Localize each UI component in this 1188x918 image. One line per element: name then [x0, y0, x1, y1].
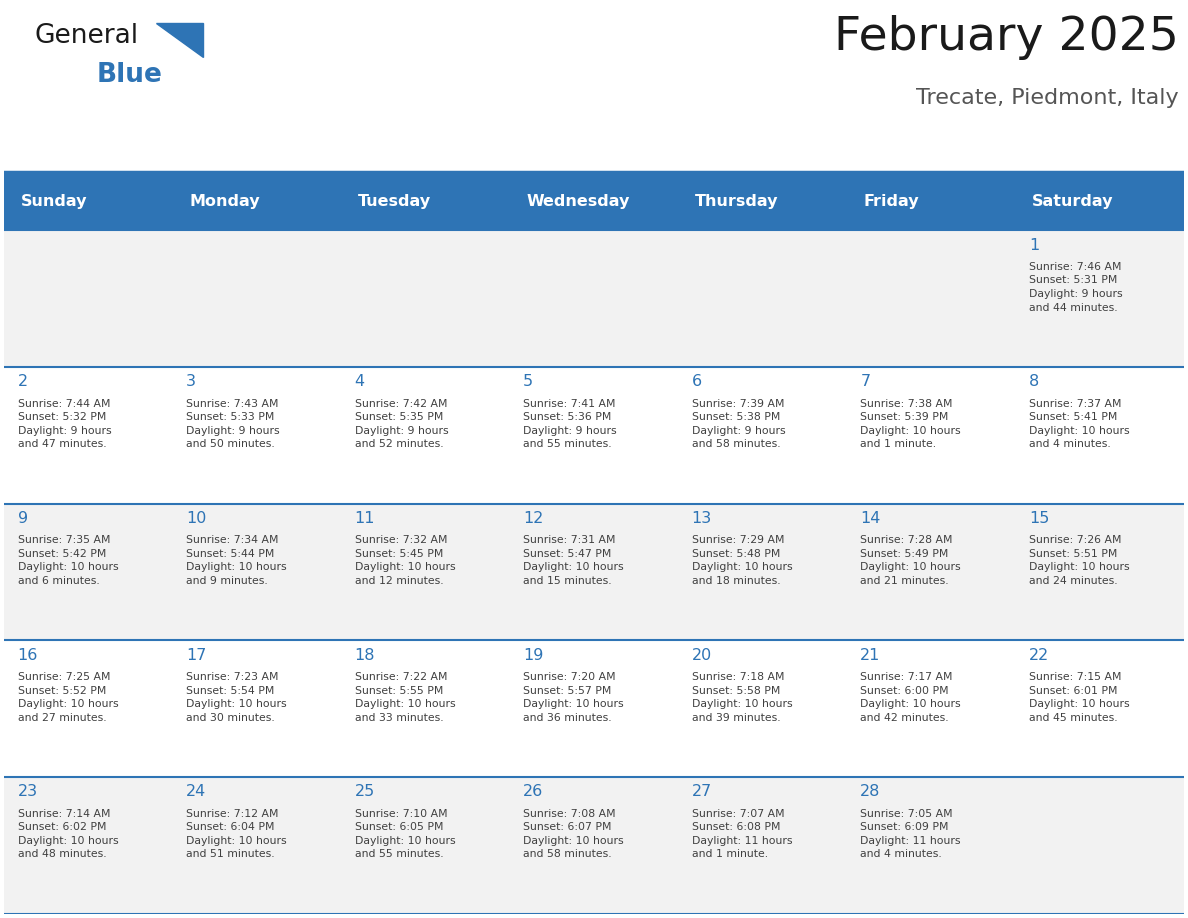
Text: 22: 22 [1029, 648, 1049, 663]
Text: 23: 23 [18, 785, 38, 800]
Text: 21: 21 [860, 648, 880, 663]
Bar [5, 230, 1183, 367]
Text: Sunrise: 7:23 AM
Sunset: 5:54 PM
Daylight: 10 hours
and 30 minutes.: Sunrise: 7:23 AM Sunset: 5:54 PM Dayligh… [187, 672, 286, 722]
Text: 16: 16 [18, 648, 38, 663]
Text: Sunrise: 7:20 AM
Sunset: 5:57 PM
Daylight: 10 hours
and 36 minutes.: Sunrise: 7:20 AM Sunset: 5:57 PM Dayligh… [523, 672, 624, 722]
Text: Sunrise: 7:22 AM
Sunset: 5:55 PM
Daylight: 10 hours
and 33 minutes.: Sunrise: 7:22 AM Sunset: 5:55 PM Dayligh… [355, 672, 455, 722]
Text: 28: 28 [860, 785, 880, 800]
Text: 24: 24 [187, 785, 207, 800]
Text: Sunrise: 7:05 AM
Sunset: 6:09 PM
Daylight: 11 hours
and 4 minutes.: Sunrise: 7:05 AM Sunset: 6:09 PM Dayligh… [860, 809, 961, 859]
Text: Sunrise: 7:38 AM
Sunset: 5:39 PM
Daylight: 10 hours
and 1 minute.: Sunrise: 7:38 AM Sunset: 5:39 PM Dayligh… [860, 398, 961, 449]
Text: 7: 7 [860, 375, 871, 389]
Text: Sunrise: 7:28 AM
Sunset: 5:49 PM
Daylight: 10 hours
and 21 minutes.: Sunrise: 7:28 AM Sunset: 5:49 PM Dayligh… [860, 535, 961, 586]
Bar [5, 173, 1183, 230]
Text: 6: 6 [691, 375, 702, 389]
Bar [5, 367, 1183, 504]
Text: Sunrise: 7:44 AM
Sunset: 5:32 PM
Daylight: 9 hours
and 47 minutes.: Sunrise: 7:44 AM Sunset: 5:32 PM Dayligh… [18, 398, 112, 449]
Text: 27: 27 [691, 785, 712, 800]
Text: Sunrise: 7:17 AM
Sunset: 6:00 PM
Daylight: 10 hours
and 42 minutes.: Sunrise: 7:17 AM Sunset: 6:00 PM Dayligh… [860, 672, 961, 722]
Text: 4: 4 [355, 375, 365, 389]
Text: 13: 13 [691, 511, 712, 526]
Text: Sunrise: 7:29 AM
Sunset: 5:48 PM
Daylight: 10 hours
and 18 minutes.: Sunrise: 7:29 AM Sunset: 5:48 PM Dayligh… [691, 535, 792, 586]
Text: 11: 11 [355, 511, 375, 526]
Text: Sunrise: 7:35 AM
Sunset: 5:42 PM
Daylight: 10 hours
and 6 minutes.: Sunrise: 7:35 AM Sunset: 5:42 PM Dayligh… [18, 535, 119, 586]
Text: Sunrise: 7:15 AM
Sunset: 6:01 PM
Daylight: 10 hours
and 45 minutes.: Sunrise: 7:15 AM Sunset: 6:01 PM Dayligh… [1029, 672, 1130, 722]
Text: Tuesday: Tuesday [358, 194, 431, 209]
Text: 25: 25 [355, 785, 375, 800]
Text: 26: 26 [523, 785, 543, 800]
Text: General: General [34, 23, 139, 49]
Text: 1: 1 [1029, 238, 1040, 252]
Text: Sunrise: 7:25 AM
Sunset: 5:52 PM
Daylight: 10 hours
and 27 minutes.: Sunrise: 7:25 AM Sunset: 5:52 PM Dayligh… [18, 672, 119, 722]
Text: 18: 18 [355, 648, 375, 663]
Text: Saturday: Saturday [1032, 194, 1113, 209]
Text: 8: 8 [1029, 375, 1040, 389]
Text: Sunrise: 7:14 AM
Sunset: 6:02 PM
Daylight: 10 hours
and 48 minutes.: Sunrise: 7:14 AM Sunset: 6:02 PM Dayligh… [18, 809, 119, 859]
Text: Thursday: Thursday [695, 194, 778, 209]
Text: 15: 15 [1029, 511, 1049, 526]
Bar [5, 778, 1183, 913]
Text: 2: 2 [18, 375, 27, 389]
Text: 20: 20 [691, 648, 712, 663]
Text: Sunrise: 7:41 AM
Sunset: 5:36 PM
Daylight: 9 hours
and 55 minutes.: Sunrise: 7:41 AM Sunset: 5:36 PM Dayligh… [523, 398, 617, 449]
Text: Blue: Blue [97, 62, 163, 88]
Text: 9: 9 [18, 511, 27, 526]
Text: 19: 19 [523, 648, 544, 663]
Text: Sunrise: 7:08 AM
Sunset: 6:07 PM
Daylight: 10 hours
and 58 minutes.: Sunrise: 7:08 AM Sunset: 6:07 PM Dayligh… [523, 809, 624, 859]
Text: Monday: Monday [190, 194, 260, 209]
Text: 3: 3 [187, 375, 196, 389]
Text: 17: 17 [187, 648, 207, 663]
Text: Sunrise: 7:34 AM
Sunset: 5:44 PM
Daylight: 10 hours
and 9 minutes.: Sunrise: 7:34 AM Sunset: 5:44 PM Dayligh… [187, 535, 286, 586]
Text: Sunrise: 7:37 AM
Sunset: 5:41 PM
Daylight: 10 hours
and 4 minutes.: Sunrise: 7:37 AM Sunset: 5:41 PM Dayligh… [1029, 398, 1130, 449]
Text: Sunrise: 7:18 AM
Sunset: 5:58 PM
Daylight: 10 hours
and 39 minutes.: Sunrise: 7:18 AM Sunset: 5:58 PM Dayligh… [691, 672, 792, 722]
Text: Sunrise: 7:42 AM
Sunset: 5:35 PM
Daylight: 9 hours
and 52 minutes.: Sunrise: 7:42 AM Sunset: 5:35 PM Dayligh… [355, 398, 448, 449]
Text: Sunrise: 7:31 AM
Sunset: 5:47 PM
Daylight: 10 hours
and 15 minutes.: Sunrise: 7:31 AM Sunset: 5:47 PM Dayligh… [523, 535, 624, 586]
Text: Wednesday: Wednesday [526, 194, 630, 209]
Text: Sunrise: 7:26 AM
Sunset: 5:51 PM
Daylight: 10 hours
and 24 minutes.: Sunrise: 7:26 AM Sunset: 5:51 PM Dayligh… [1029, 535, 1130, 586]
Text: 14: 14 [860, 511, 880, 526]
Text: 12: 12 [523, 511, 544, 526]
Text: Sunrise: 7:07 AM
Sunset: 6:08 PM
Daylight: 11 hours
and 1 minute.: Sunrise: 7:07 AM Sunset: 6:08 PM Dayligh… [691, 809, 792, 859]
Text: Sunrise: 7:46 AM
Sunset: 5:31 PM
Daylight: 9 hours
and 44 minutes.: Sunrise: 7:46 AM Sunset: 5:31 PM Dayligh… [1029, 262, 1123, 313]
Text: Sunrise: 7:39 AM
Sunset: 5:38 PM
Daylight: 9 hours
and 58 minutes.: Sunrise: 7:39 AM Sunset: 5:38 PM Dayligh… [691, 398, 785, 449]
Text: Sunrise: 7:10 AM
Sunset: 6:05 PM
Daylight: 10 hours
and 55 minutes.: Sunrise: 7:10 AM Sunset: 6:05 PM Dayligh… [355, 809, 455, 859]
Polygon shape [156, 23, 203, 57]
Text: Sunrise: 7:43 AM
Sunset: 5:33 PM
Daylight: 9 hours
and 50 minutes.: Sunrise: 7:43 AM Sunset: 5:33 PM Dayligh… [187, 398, 280, 449]
Text: February 2025: February 2025 [834, 15, 1178, 60]
Text: 10: 10 [187, 511, 207, 526]
Text: Trecate, Piedmont, Italy: Trecate, Piedmont, Italy [916, 88, 1178, 108]
Text: Sunrise: 7:32 AM
Sunset: 5:45 PM
Daylight: 10 hours
and 12 minutes.: Sunrise: 7:32 AM Sunset: 5:45 PM Dayligh… [355, 535, 455, 586]
Text: Sunrise: 7:12 AM
Sunset: 6:04 PM
Daylight: 10 hours
and 51 minutes.: Sunrise: 7:12 AM Sunset: 6:04 PM Dayligh… [187, 809, 286, 859]
Bar [5, 504, 1183, 641]
Text: 5: 5 [523, 375, 533, 389]
Text: Sunday: Sunday [21, 194, 88, 209]
Text: Friday: Friday [864, 194, 920, 209]
Bar [5, 641, 1183, 778]
